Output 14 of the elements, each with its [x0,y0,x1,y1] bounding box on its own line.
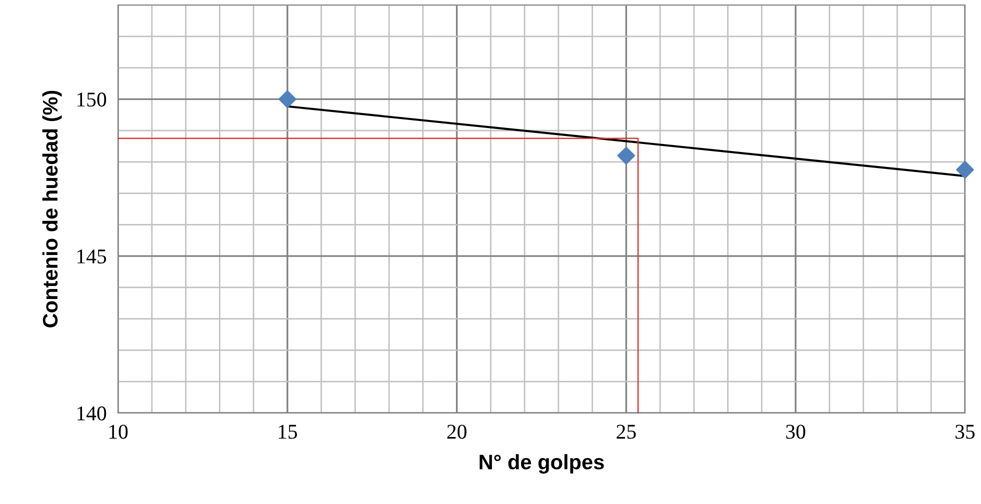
x-tick-label: 20 [447,424,466,439]
y-tick-label: 150 [77,92,106,107]
x-tick-label: 30 [786,424,806,439]
y-tick-label: 140 [77,406,106,420]
x-tick-label: 25 [616,424,636,439]
x-tick-label: 35 [956,424,975,439]
x-axis-title: N° de golpes [480,454,604,474]
y-tick-label: 145 [77,250,106,264]
y-axis-title: Contenio de huedad (%) [42,90,62,328]
x-tick-label: 15 [278,424,298,439]
point [617,146,636,165]
point [278,90,296,108]
point [956,160,974,179]
x-tick-label: 10 [109,424,128,439]
